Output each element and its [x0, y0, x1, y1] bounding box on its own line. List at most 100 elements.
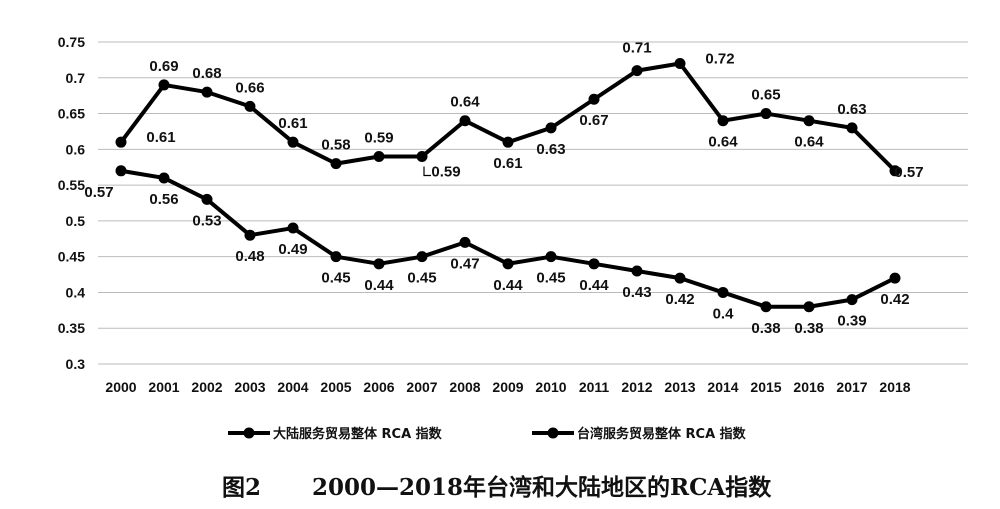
data-label-taiwan: 0.63 — [536, 141, 565, 158]
data-label-taiwan: 0.66 — [235, 79, 264, 96]
data-label-mainland: 0.57 — [84, 184, 113, 201]
data-point-mainland — [760, 301, 772, 313]
data-point-taiwan — [115, 136, 127, 148]
x-tick-label: 2008 — [449, 379, 480, 395]
data-point-taiwan — [201, 86, 213, 98]
data-point-taiwan — [459, 115, 471, 127]
x-tick-label: 2017 — [836, 379, 867, 395]
data-point-taiwan — [545, 122, 557, 134]
x-tick-label: 2000 — [105, 379, 136, 395]
y-tick-label: 0.65 — [58, 106, 85, 122]
data-label-taiwan: 0.63 — [837, 101, 866, 118]
data-label-mainland: 0.53 — [192, 212, 221, 229]
x-tick-label: 2006 — [363, 379, 394, 395]
data-point-mainland — [717, 286, 729, 298]
data-label-mainland: 0.44 — [579, 277, 609, 294]
data-point-taiwan — [287, 136, 299, 148]
y-tick-label: 0.45 — [58, 249, 85, 265]
data-point-mainland — [201, 193, 213, 205]
data-label-mainland: 0.39 — [837, 313, 866, 330]
data-label-taiwan: 0.58 — [321, 137, 350, 154]
data-point-mainland — [889, 272, 901, 284]
data-point-mainland — [416, 251, 428, 263]
x-tick-label: 2004 — [277, 379, 308, 395]
data-label-taiwan: 0.72 — [705, 50, 734, 67]
data-label-taiwan: 0.61 — [493, 155, 522, 172]
data-label-taiwan: 0.59 — [431, 163, 460, 180]
data-point-taiwan — [158, 79, 170, 91]
data-label-mainland: 0.38 — [794, 320, 823, 337]
y-axis-ticks: 0.75 0.7 0.65 0.6 0.55 0.5 0.45 0.4 0.35 0.3 — [58, 34, 85, 372]
data-label-taiwan: 0.57 — [894, 164, 923, 181]
data-point-taiwan — [889, 165, 901, 177]
data-point-mainland — [502, 258, 514, 270]
y-tick-label: 0.5 — [66, 213, 86, 229]
data-label-mainland: 0.45 — [407, 270, 436, 287]
data-label-mainland: 0.48 — [235, 248, 264, 265]
x-tick-label: 2015 — [750, 379, 781, 395]
data-label-mainland: 0.44 — [364, 277, 394, 294]
data-label-mainland: 0.45 — [321, 270, 350, 287]
data-label-mainland: 0.49 — [278, 241, 307, 258]
data-point-mainland — [287, 222, 299, 234]
legend-label-mainland: 大陆服务贸易整体 RCA 指数 — [273, 426, 443, 442]
x-tick-label: 2002 — [191, 379, 222, 395]
x-tick-label: 2011 — [579, 379, 610, 395]
data-label-taiwan: 0.69 — [149, 58, 178, 75]
x-tick-label: 2010 — [535, 379, 566, 395]
data-point-taiwan — [502, 136, 514, 148]
data-labels: 0.57 0.56 0.53 0.48 0.49 0.45 0.44 0.45 0.47 0.44… — [84, 40, 923, 337]
data-point-taiwan — [803, 115, 815, 127]
data-label-taiwan: 0.71 — [622, 40, 651, 57]
y-tick-label: 0.7 — [66, 70, 86, 86]
gridlines — [98, 41, 968, 365]
data-label-taiwan: 0.64 — [794, 134, 824, 151]
data-point-taiwan — [373, 150, 385, 162]
data-point-mainland — [631, 265, 643, 277]
data-point-mainland — [330, 251, 342, 263]
data-label-mainland: 0.42 — [880, 291, 909, 308]
data-point-mainland — [588, 258, 600, 270]
x-tick-label: 2001 — [148, 379, 179, 395]
y-tick-label: 0.4 — [66, 284, 86, 300]
x-axis-ticks: 2000 2001 2002 2003 2004 2005 2006 2007 2008 2009… — [105, 379, 910, 395]
data-label-mainland: 0.4 — [713, 305, 735, 322]
x-tick-label: 2012 — [621, 379, 652, 395]
figure-number: 图2 — [222, 474, 261, 501]
data-label-mainland: 0.56 — [149, 191, 178, 208]
data-point-mainland — [674, 272, 686, 284]
data-label-mainland: 0.43 — [622, 284, 651, 301]
data-label-taiwan: 0.65 — [751, 87, 780, 104]
y-tick-label: 0.75 — [58, 34, 85, 50]
data-point-taiwan — [674, 57, 686, 69]
data-label-taiwan: 0.59 — [364, 129, 393, 146]
y-tick-label: 0.55 — [58, 177, 85, 193]
data-label-taiwan: 0.61 — [146, 129, 175, 146]
legend: 大陆服务贸易整体 RCA 指数 台湾服务贸易整体 RCA 指数 — [228, 426, 747, 442]
data-label-taiwan: 0.67 — [579, 112, 608, 129]
data-point-mainland — [846, 294, 858, 306]
x-tick-label: 2014 — [707, 379, 738, 395]
data-point-mainland — [803, 301, 815, 313]
x-tick-label: 2005 — [320, 379, 351, 395]
y-tick-label: 0.3 — [66, 356, 86, 372]
x-tick-label: 2018 — [879, 379, 910, 395]
label-leader-line — [423, 166, 431, 177]
figure-caption: 2000—2018年台湾和大陆地区的RCA指数 — [312, 474, 772, 501]
data-point-taiwan — [760, 108, 772, 120]
data-label-taiwan: 0.64 — [450, 94, 480, 111]
y-tick-label: 0.35 — [58, 320, 85, 336]
x-tick-label: 2007 — [406, 379, 437, 395]
data-point-taiwan — [717, 115, 729, 127]
x-tick-label: 2003 — [234, 379, 265, 395]
data-point-mainland — [459, 236, 471, 248]
legend-marker-taiwan — [547, 427, 559, 439]
data-label-mainland: 0.47 — [450, 255, 479, 272]
data-label-mainland: 0.44 — [493, 277, 523, 294]
data-point-mainland — [158, 172, 170, 184]
x-tick-label: 2016 — [793, 379, 824, 395]
data-label-mainland: 0.42 — [665, 291, 694, 308]
y-tick-label: 0.6 — [66, 141, 86, 157]
data-point-taiwan — [244, 100, 256, 112]
